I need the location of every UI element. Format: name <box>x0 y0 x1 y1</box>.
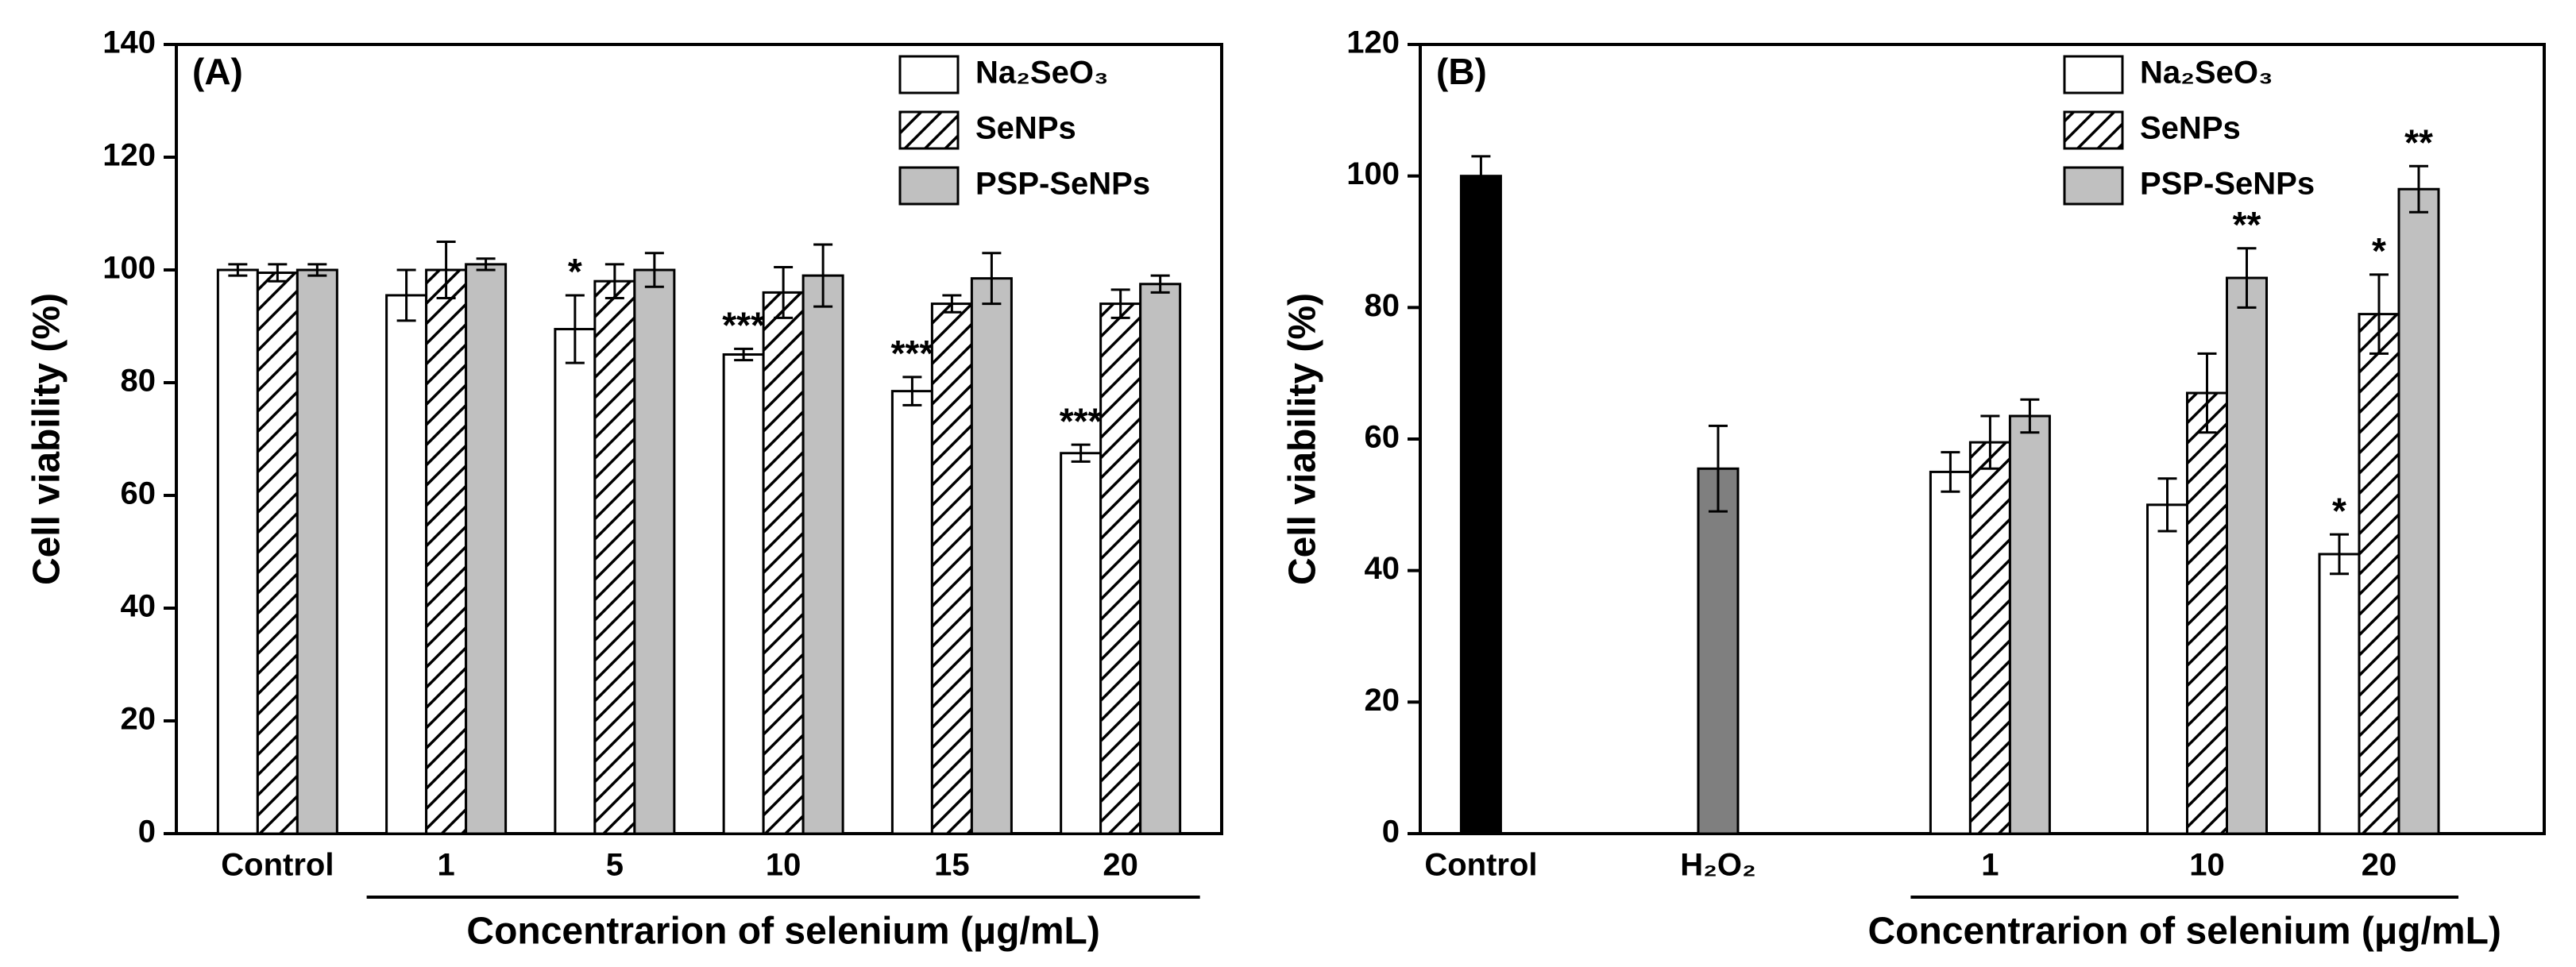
legend-swatch <box>2063 166 2124 206</box>
bar <box>1929 470 1972 835</box>
y-tick-label: 120 <box>1346 25 1400 60</box>
x-tick-label: Control <box>221 848 334 883</box>
bar <box>722 353 765 835</box>
bar <box>593 279 636 835</box>
x-tick-label: 20 <box>2362 848 2397 883</box>
legend-swatch <box>2063 110 2124 150</box>
y-tick-label: 20 <box>121 702 156 737</box>
y-tick-label: 140 <box>102 25 156 60</box>
significance-mark: * <box>568 251 582 292</box>
x-axis-label: Concentrarion of selenium (μg/mL) <box>1867 911 2501 953</box>
y-tick-label: 120 <box>102 138 156 173</box>
significance-mark: * <box>2332 490 2346 531</box>
y-tick-label: 0 <box>1382 815 1400 849</box>
plot-frame <box>175 43 1223 835</box>
y-tick-label: 60 <box>1365 420 1400 455</box>
x-tick-label: 15 <box>934 848 970 883</box>
bar <box>633 268 676 835</box>
panel-title: (B) <box>1436 51 1487 92</box>
legend-swatch <box>2063 55 2124 94</box>
bar <box>890 390 933 835</box>
bar <box>256 272 299 835</box>
y-tick-label: 80 <box>1365 288 1400 323</box>
legend-swatch <box>898 55 960 94</box>
legend-swatch <box>898 110 960 150</box>
significance-mark: *** <box>891 333 934 374</box>
y-tick-label: 100 <box>102 251 156 286</box>
bar <box>970 277 1013 835</box>
x-tick-label: 5 <box>606 848 624 883</box>
significance-mark: *** <box>1060 400 1103 441</box>
y-tick-label: 40 <box>1365 551 1400 586</box>
bar <box>295 268 338 835</box>
legend-label: Na₂SeO₃ <box>975 56 1108 91</box>
legend-label: PSP-SeNPs <box>2140 167 2315 202</box>
legend-label: PSP-SeNPs <box>975 167 1150 202</box>
bar <box>425 268 468 835</box>
bar <box>1459 175 1502 835</box>
legend-label: SeNPs <box>975 111 1076 146</box>
bar <box>2397 187 2440 835</box>
significance-mark: * <box>2372 230 2386 272</box>
x-tick-label: 10 <box>2189 848 2225 883</box>
bar <box>801 274 844 835</box>
x-tick-label: Control <box>1424 848 1537 883</box>
x-tick-label: H₂O₂ <box>1680 848 1756 883</box>
bar <box>1139 283 1182 835</box>
bar <box>2358 313 2400 835</box>
bar <box>1968 441 2011 835</box>
bar <box>216 268 259 835</box>
bar <box>1697 467 1740 835</box>
bar <box>2008 414 2051 835</box>
significance-mark: ** <box>2233 204 2261 245</box>
bar <box>1099 302 1142 835</box>
x-tick-label: 1 <box>437 848 454 883</box>
bar <box>554 328 597 835</box>
bar <box>465 263 508 835</box>
bar <box>2186 391 2228 835</box>
bar <box>2318 553 2361 835</box>
bar <box>1060 452 1103 835</box>
y-axis-label: Cell viability (%) <box>26 293 68 585</box>
y-tick-label: 60 <box>121 476 156 511</box>
legend-swatch <box>898 166 960 206</box>
y-axis-label: Cell viability (%) <box>1282 293 1324 585</box>
significance-mark: ** <box>2404 121 2433 163</box>
y-tick-label: 40 <box>121 589 156 624</box>
x-tick-label: 20 <box>1103 848 1138 883</box>
x-tick-label: 10 <box>766 848 801 883</box>
bar <box>385 294 428 835</box>
significance-mark: *** <box>722 305 765 346</box>
bar <box>2146 503 2188 835</box>
y-tick-label: 20 <box>1365 683 1400 718</box>
panel-title: (A) <box>192 51 243 92</box>
y-tick-label: 80 <box>121 364 156 399</box>
x-tick-label: 1 <box>1981 848 1999 883</box>
y-tick-label: 100 <box>1346 156 1400 191</box>
legend-label: SeNPs <box>2140 111 2241 146</box>
legend-label: Na₂SeO₃ <box>2140 56 2273 91</box>
bar <box>930 302 973 835</box>
y-tick-label: 0 <box>138 815 156 849</box>
bar <box>762 291 805 835</box>
bar <box>2226 276 2268 835</box>
x-axis-label: Concentrarion of selenium (μg/mL) <box>466 911 1099 953</box>
